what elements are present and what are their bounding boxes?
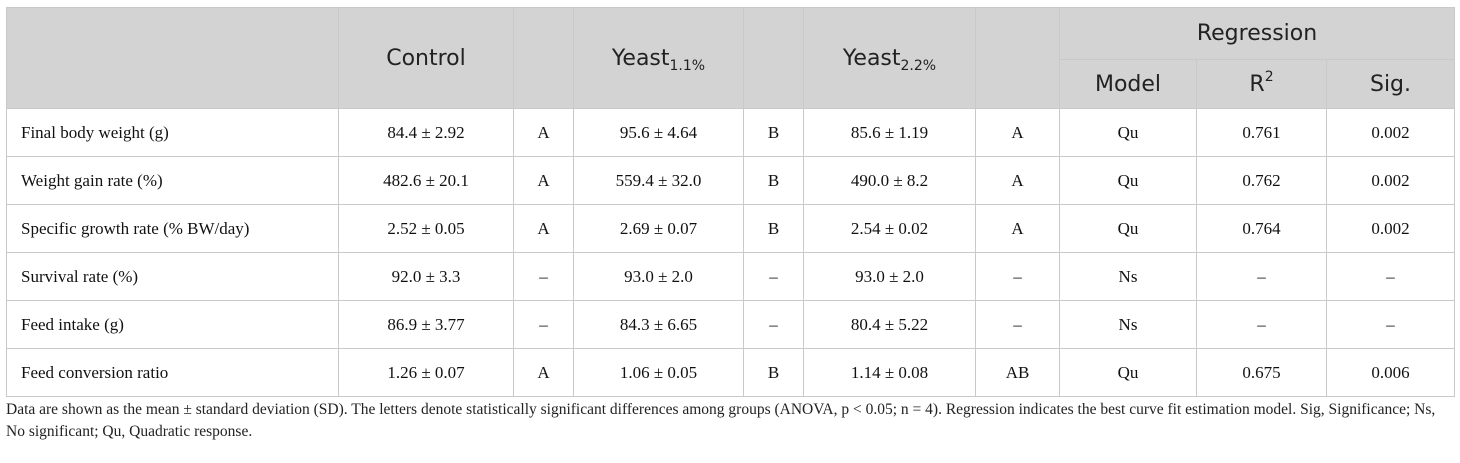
header-model: Model — [1059, 59, 1197, 109]
cell-control-letter: – — [513, 252, 574, 301]
cell-r2: – — [1196, 300, 1327, 349]
cell-yeast2: 2.54 ± 0.02 — [803, 204, 976, 253]
table-row: Feed conversion ratio 1.26 ± 0.07 A 1.06… — [6, 348, 1456, 397]
table-footnote: Data are shown as the mean ± standard de… — [6, 401, 1436, 440]
cell-control: 92.0 ± 3.3 — [338, 252, 514, 301]
row-label: Weight gain rate (%) — [6, 156, 339, 205]
table-row: Feed intake (g) 86.9 ± 3.77 – 84.3 ± 6.6… — [6, 300, 1456, 349]
cell-control-letter: A — [513, 204, 574, 253]
cell-yeast1-letter: – — [743, 252, 804, 301]
cell-control-letter: – — [513, 300, 574, 349]
cell-yeast1: 559.4 ± 32.0 — [573, 156, 744, 205]
cell-r2: 0.762 — [1196, 156, 1327, 205]
cell-yeast1: 95.6 ± 4.64 — [573, 108, 744, 157]
cell-yeast2: 490.0 ± 8.2 — [803, 156, 976, 205]
cell-control: 84.4 ± 2.92 — [338, 108, 514, 157]
cell-control-letter: A — [513, 156, 574, 205]
cell-yeast2-letter: A — [975, 204, 1060, 253]
table-row: Final body weight (g) 84.4 ± 2.92 A 95.6… — [6, 108, 1456, 157]
cell-r2: 0.675 — [1196, 348, 1327, 397]
cell-yeast1: 84.3 ± 6.65 — [573, 300, 744, 349]
cell-control: 2.52 ± 0.05 — [338, 204, 514, 253]
row-label: Feed intake (g) — [6, 300, 339, 349]
header-sig: Sig. — [1325, 59, 1456, 109]
cell-r2: 0.761 — [1196, 108, 1327, 157]
cell-yeast2: 85.6 ± 1.19 — [803, 108, 976, 157]
cell-control-letter: A — [513, 108, 574, 157]
cell-sig: – — [1325, 252, 1456, 301]
row-label: Final body weight (g) — [6, 108, 339, 157]
cell-yeast2-letter: A — [975, 108, 1060, 157]
row-label: Specific growth rate (% BW/day) — [6, 204, 339, 253]
cell-model: Qu — [1059, 204, 1197, 253]
cell-yeast2-letter: – — [975, 252, 1060, 301]
cell-sig: 0.006 — [1325, 348, 1456, 397]
cell-control-letter: A — [513, 348, 574, 397]
header-empty — [6, 7, 339, 109]
row-label: Survival rate (%) — [6, 252, 339, 301]
header-control: Control — [338, 7, 514, 109]
cell-sig: 0.002 — [1325, 156, 1456, 205]
cell-yeast1: 2.69 ± 0.07 — [573, 204, 744, 253]
cell-model: Qu — [1059, 156, 1197, 205]
cell-yeast1-letter: B — [743, 108, 804, 157]
header-yeast2: Yeast2.2% — [803, 7, 976, 109]
cell-yeast1-letter: B — [743, 204, 804, 253]
cell-yeast1: 1.06 ± 0.05 — [573, 348, 744, 397]
cell-control: 86.9 ± 3.77 — [338, 300, 514, 349]
header-control-letter — [513, 7, 574, 109]
cell-yeast1-letter: B — [743, 156, 804, 205]
cell-sig: 0.002 — [1325, 108, 1456, 157]
table-row: Weight gain rate (%) 482.6 ± 20.1 A 559.… — [6, 156, 1456, 205]
cell-yeast1: 93.0 ± 2.0 — [573, 252, 744, 301]
cell-r2: – — [1196, 252, 1327, 301]
cell-yeast2: 1.14 ± 0.08 — [803, 348, 976, 397]
cell-model: Qu — [1059, 348, 1197, 397]
header-r2: R2 — [1196, 59, 1327, 109]
table-row: Specific growth rate (% BW/day) 2.52 ± 0… — [6, 204, 1456, 253]
results-table: Control Yeast1.1% Yeast2.2% Regression M… — [6, 7, 1456, 397]
header-regression: Regression — [1058, 7, 1456, 60]
cell-control: 1.26 ± 0.07 — [338, 348, 514, 397]
cell-model: Ns — [1059, 300, 1197, 349]
cell-yeast1-letter: B — [743, 348, 804, 397]
row-label: Feed conversion ratio — [6, 348, 339, 397]
header-yeast1-letter — [743, 7, 804, 109]
cell-model: Qu — [1059, 108, 1197, 157]
cell-yeast2: 80.4 ± 5.22 — [803, 300, 976, 349]
cell-yeast2: 93.0 ± 2.0 — [803, 252, 976, 301]
cell-yeast2-letter: – — [975, 300, 1060, 349]
cell-sig: – — [1325, 300, 1456, 349]
cell-yeast1-letter: – — [743, 300, 804, 349]
cell-yeast2-letter: AB — [975, 348, 1060, 397]
table-row: Survival rate (%) 92.0 ± 3.3 – 93.0 ± 2.… — [6, 252, 1456, 301]
cell-control: 482.6 ± 20.1 — [338, 156, 514, 205]
cell-sig: 0.002 — [1325, 204, 1456, 253]
cell-model: Ns — [1059, 252, 1197, 301]
cell-r2: 0.764 — [1196, 204, 1327, 253]
cell-yeast2-letter: A — [975, 156, 1060, 205]
header-yeast2-letter — [975, 7, 1060, 109]
header-yeast1: Yeast1.1% — [573, 7, 744, 109]
